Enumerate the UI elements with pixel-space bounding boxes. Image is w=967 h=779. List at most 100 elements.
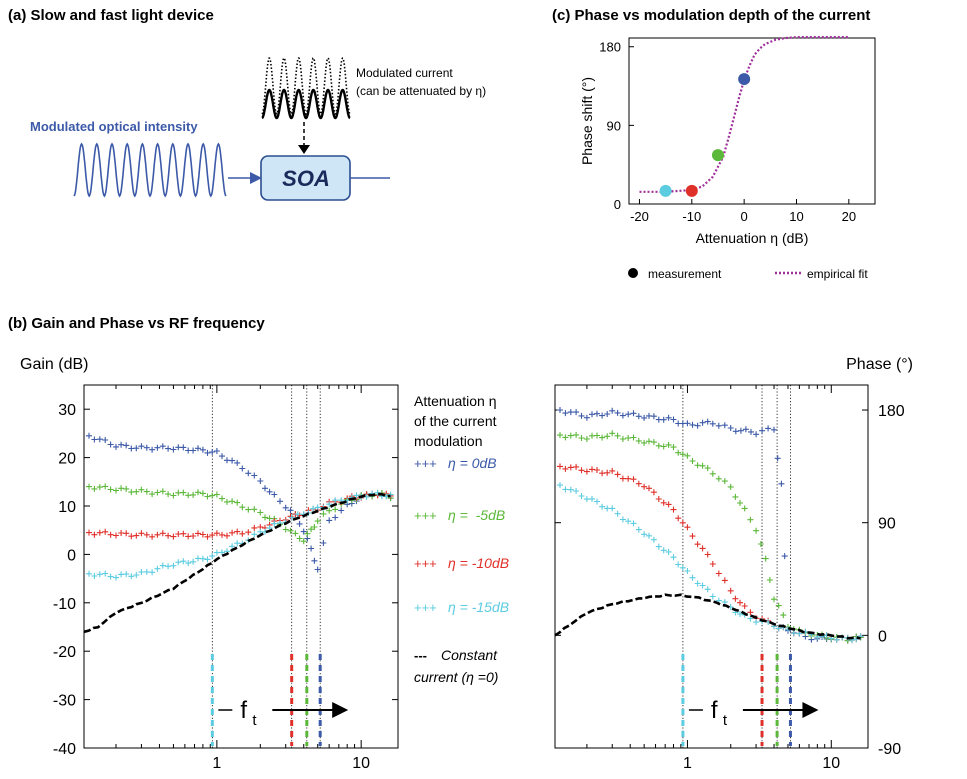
data-point-plus	[296, 535, 303, 542]
data-point-plus	[190, 533, 197, 539]
data-point-plus	[650, 489, 657, 496]
data-point-plus	[578, 435, 585, 441]
data-point-plus	[747, 609, 754, 616]
data-point-plus	[715, 475, 722, 482]
data-point-plus	[609, 407, 616, 414]
data-point-plus	[655, 496, 662, 502]
data-point-plus	[154, 444, 161, 451]
data-point-plus	[742, 426, 749, 433]
data-point-plus	[675, 449, 682, 456]
data-point-plus	[107, 441, 114, 448]
data-point-plus	[594, 467, 600, 473]
data-point-plus	[159, 443, 166, 450]
data-point-plus	[332, 506, 339, 513]
y-tick-label: 10	[58, 499, 76, 516]
data-point-plus	[195, 445, 201, 452]
data-point-plus	[363, 494, 370, 500]
data-point-plus	[149, 533, 156, 540]
data-point-plus	[689, 421, 696, 428]
legend-label-eta10: η = -10dB	[448, 555, 509, 571]
data-point-plus	[573, 431, 580, 438]
measurement-point	[738, 73, 751, 86]
x-tick-label: -20	[630, 209, 649, 224]
data-point-plus	[759, 427, 766, 434]
data-point-plus	[721, 577, 728, 584]
data-point-plus	[159, 530, 166, 537]
y-tick-label: 30	[58, 402, 76, 419]
data-point-plus	[143, 568, 150, 575]
data-point-plus	[589, 466, 595, 473]
data-point-plus	[704, 465, 711, 472]
data-point-plus	[86, 529, 92, 536]
data-point-plus	[219, 531, 225, 538]
legend-constant-line2: current (η =0)	[414, 669, 498, 685]
data-point-plus	[775, 602, 782, 609]
data-point-plus	[234, 499, 241, 506]
data-point-plus	[646, 438, 652, 445]
panel-a-title: (a) Slow and fast light device	[8, 7, 214, 24]
data-point-plus	[679, 451, 686, 458]
y-tick-label: 180	[599, 40, 621, 55]
data-point-plus	[625, 411, 632, 418]
data-point-plus	[190, 491, 197, 498]
data-point-plus	[599, 434, 606, 441]
data-point-plus	[694, 422, 701, 429]
data-point-plus	[245, 529, 252, 536]
data-point-plus	[251, 472, 258, 479]
data-point-plus	[138, 443, 145, 450]
data-point-plus	[262, 485, 268, 492]
x-tick-label: 1	[683, 755, 692, 772]
current-wave	[261, 88, 351, 120]
data-point-plus	[239, 504, 246, 511]
ft-subscript: t	[723, 712, 728, 729]
data-point-plus	[762, 555, 769, 562]
data-point-plus	[790, 630, 797, 637]
data-point-plus	[589, 411, 595, 418]
legend-fit-label: empirical fit	[807, 267, 868, 281]
data-point-plus	[721, 478, 728, 485]
data-point-plus	[128, 573, 135, 580]
data-point-plus	[113, 443, 119, 450]
current-label-line1: Modulated current	[356, 66, 453, 80]
data-point-plus	[308, 526, 315, 533]
data-point-plus	[604, 411, 611, 417]
data-point-plus	[96, 436, 103, 443]
data-point-plus	[311, 524, 318, 530]
data-point-plus	[204, 556, 211, 563]
data-point-plus	[332, 497, 339, 504]
data-point-plus	[679, 564, 686, 571]
data-point-plus	[594, 410, 600, 417]
data-point-plus	[287, 527, 294, 534]
x-tick-label: 20	[842, 209, 856, 224]
data-point-plus	[715, 570, 722, 577]
data-point-plus	[219, 549, 225, 556]
data-point-plus	[282, 526, 289, 533]
data-point-plus	[660, 416, 667, 423]
data-point-plus	[296, 520, 303, 527]
current-label-line2: (can be attenuated by η)	[356, 84, 486, 98]
data-point-plus	[123, 530, 130, 537]
data-point-plus	[170, 446, 177, 453]
data-point-plus	[684, 568, 691, 574]
data-point-plus	[781, 553, 788, 560]
data-point-plus	[732, 595, 739, 602]
data-point-plus	[567, 464, 574, 471]
data-point-plus	[670, 444, 677, 451]
data-point-plus	[165, 445, 172, 452]
data-point-plus	[694, 580, 701, 587]
data-point-plus	[123, 442, 130, 449]
data-point-plus	[245, 470, 252, 477]
data-point-plus	[338, 507, 345, 514]
data-point-plus	[266, 488, 273, 495]
data-point-plus	[765, 425, 772, 432]
data-point-plus	[219, 495, 225, 502]
data-point-plus	[292, 530, 299, 537]
data-point-plus	[102, 483, 109, 490]
data-point-plus	[660, 547, 667, 554]
data-point-plus	[251, 524, 258, 531]
data-point-plus	[170, 562, 177, 569]
data-point-plus	[753, 431, 760, 438]
data-point-plus	[675, 515, 682, 522]
legend-label-eta15: η = -15dB	[448, 599, 509, 615]
data-point-plus	[113, 487, 119, 494]
